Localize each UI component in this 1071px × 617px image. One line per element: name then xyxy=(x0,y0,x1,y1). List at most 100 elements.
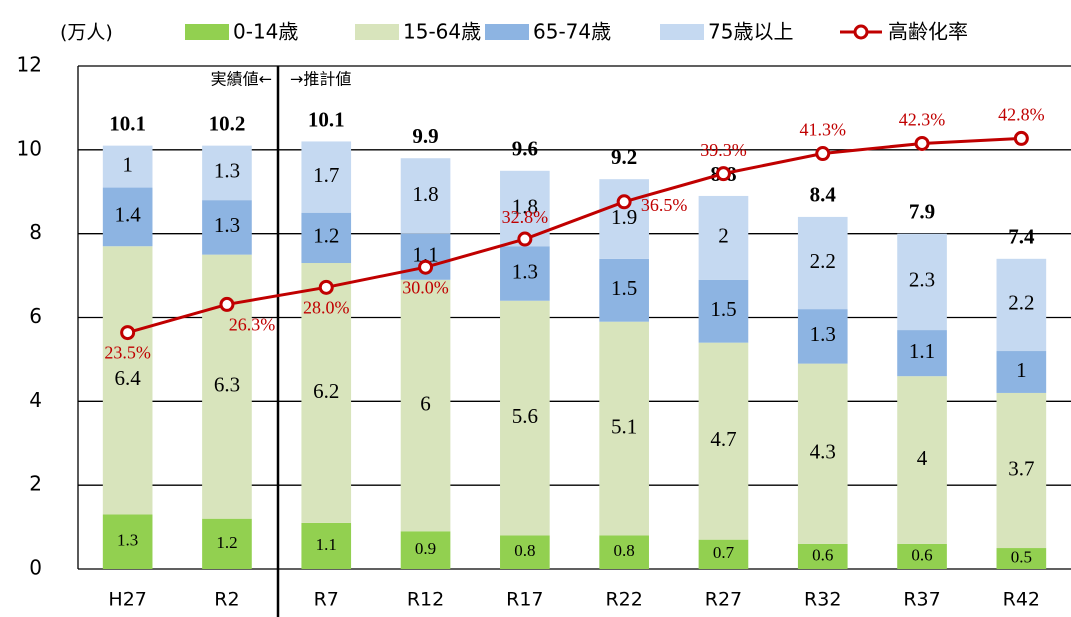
total-label: 10.1 xyxy=(109,111,146,135)
annotation: →推計値 xyxy=(290,70,351,89)
legend-label: 75歳以上 xyxy=(708,20,793,44)
bar-segment xyxy=(400,531,451,569)
data-label: 4.3 xyxy=(810,440,836,464)
line-marker xyxy=(715,166,731,182)
annotation: 実績値← xyxy=(211,70,272,89)
total-label: 10.1 xyxy=(308,107,345,131)
y-tick-label: 12 xyxy=(17,53,42,77)
data-label: 0.6 xyxy=(911,545,932,564)
bar-segment xyxy=(301,212,352,264)
x-tick-label: H27 xyxy=(108,589,146,611)
bar-segment xyxy=(599,258,649,322)
bar-segment xyxy=(400,158,451,234)
bar-segment xyxy=(102,187,153,247)
bar-segment xyxy=(500,535,550,569)
total-label: 9.2 xyxy=(611,145,637,169)
bar-segment xyxy=(797,363,848,544)
bar-segment xyxy=(897,543,947,569)
line-label: 36.5% xyxy=(641,195,688,215)
total-label: 7.9 xyxy=(909,199,935,223)
bar-segment xyxy=(599,535,649,569)
y-tick-label: 6 xyxy=(29,304,42,328)
line-marker xyxy=(219,296,235,312)
line xyxy=(127,136,1022,335)
bar-segment xyxy=(102,145,153,188)
data-label: 0.7 xyxy=(713,543,735,562)
line-label: 42.3% xyxy=(899,110,946,130)
bar-segment xyxy=(897,233,947,331)
data-label: 1.1 xyxy=(316,535,337,554)
bar-segment xyxy=(996,392,1047,549)
bar-segment xyxy=(400,279,451,532)
legend-label: 15-64歳 xyxy=(403,20,481,44)
data-label: 1.3 xyxy=(810,322,836,346)
x-tick-label: R32 xyxy=(804,589,841,611)
legend-swatch xyxy=(660,24,704,40)
legend-label: 65-74歳 xyxy=(533,20,611,44)
line-label: 32.8% xyxy=(502,207,549,227)
bar-segment xyxy=(996,258,1047,352)
bar-segment xyxy=(698,279,749,343)
line-marker xyxy=(418,259,434,275)
data-label: 1.8 xyxy=(412,182,438,206)
data-label: 1.5 xyxy=(611,276,637,300)
data-label: 1.3 xyxy=(117,531,138,550)
data-label: 2.3 xyxy=(909,268,935,292)
bar-segment xyxy=(500,300,550,536)
x-tick-label: R27 xyxy=(705,589,742,611)
line-marker xyxy=(318,279,334,295)
bar-segment xyxy=(897,330,947,377)
total-label: 8.4 xyxy=(810,183,837,207)
data-label: 0.8 xyxy=(614,541,635,560)
data-label: 5.1 xyxy=(611,414,637,438)
legend-label: 高齢化率 xyxy=(888,20,968,44)
data-label: 1.7 xyxy=(313,163,339,187)
y-tick-label: 10 xyxy=(17,136,42,160)
total-label: 9.9 xyxy=(412,124,438,148)
data-label: 0.8 xyxy=(514,541,535,560)
data-label: 1.3 xyxy=(512,259,538,283)
legend-swatch xyxy=(185,24,229,40)
bar-segment xyxy=(102,246,153,515)
bar-segment xyxy=(202,145,252,201)
data-label: 2 xyxy=(718,224,729,248)
bar-segment xyxy=(698,539,749,569)
x-tick-label: R17 xyxy=(506,589,543,611)
y-tick-label: 2 xyxy=(29,472,42,496)
legend-label: 0-14歳 xyxy=(233,20,298,44)
data-label: 1.5 xyxy=(710,297,736,321)
bar-segment xyxy=(996,351,1047,393)
bar-segment xyxy=(698,342,749,540)
bar-segment xyxy=(996,548,1047,569)
line-label: 23.5% xyxy=(104,343,151,363)
data-label: 6.3 xyxy=(214,372,240,396)
x-tick-label: R37 xyxy=(903,589,940,611)
bar-segment xyxy=(301,522,352,569)
data-label: 4 xyxy=(917,446,928,470)
total-label: 9.6 xyxy=(512,137,538,161)
bar-segment xyxy=(599,321,649,536)
line-label: 41.3% xyxy=(800,120,847,140)
data-label: 6.4 xyxy=(115,366,142,390)
line-label: 26.3% xyxy=(229,315,276,335)
data-label: 3.7 xyxy=(1008,456,1034,480)
bar-segment xyxy=(698,195,749,280)
line-label: 39.3% xyxy=(700,140,747,160)
y-tick-label: 4 xyxy=(29,388,42,412)
data-label: 1.2 xyxy=(313,224,339,248)
line-label: 28.0% xyxy=(303,297,350,317)
y-tick-label: 8 xyxy=(29,220,42,244)
bar-segment xyxy=(301,141,352,213)
data-label: 2.2 xyxy=(1008,291,1034,315)
data-label: 6.2 xyxy=(313,379,339,403)
data-label: 1 xyxy=(1016,358,1027,382)
x-tick-label: R7 xyxy=(314,589,339,611)
data-label: 1.2 xyxy=(216,533,237,552)
bar-segment xyxy=(797,543,848,569)
bar-segment xyxy=(797,309,848,364)
bar-segment xyxy=(202,200,252,255)
bar-segment xyxy=(897,376,947,544)
legend-marker xyxy=(853,24,869,40)
bar-segment xyxy=(301,263,352,523)
data-label: 1.8 xyxy=(512,194,538,218)
